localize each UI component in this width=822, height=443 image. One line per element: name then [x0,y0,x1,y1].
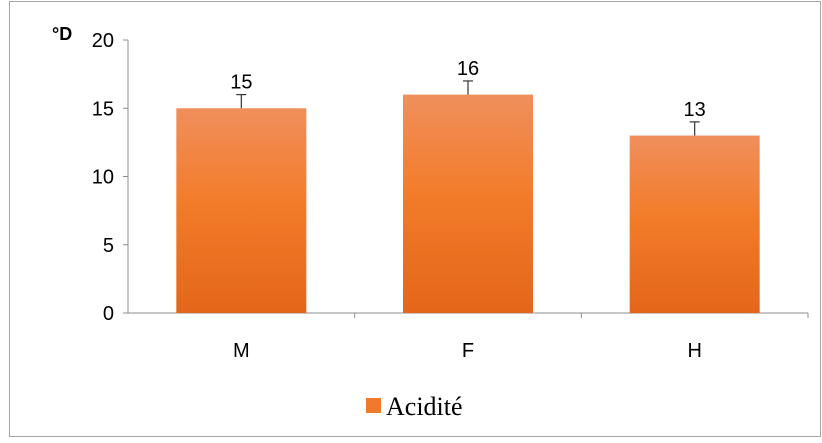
legend-label: Acidité [386,392,463,421]
labels: 15 M 16 F 13 H [230,58,706,362]
y-tick-label: 10 [92,167,114,189]
data-label-f: 16 [457,58,479,80]
y-tick-label: 15 [92,98,114,120]
bar-m [176,108,307,313]
y-unit-label: °D [52,24,72,44]
bars [176,80,760,313]
x-tick-label: H [687,340,701,362]
bar-h [629,135,760,313]
y-tick-label: 20 [92,30,114,52]
bar-f [403,94,533,313]
data-label-m: 15 [230,72,252,94]
x-tick-label: M [233,340,250,362]
y-tick-label: 0 [103,303,114,325]
data-label-h: 13 [684,99,706,121]
y-tick-label: 5 [103,235,114,257]
x-tick-label: F [462,340,474,362]
legend-swatch [366,398,381,413]
legend: Acidité [366,392,463,421]
